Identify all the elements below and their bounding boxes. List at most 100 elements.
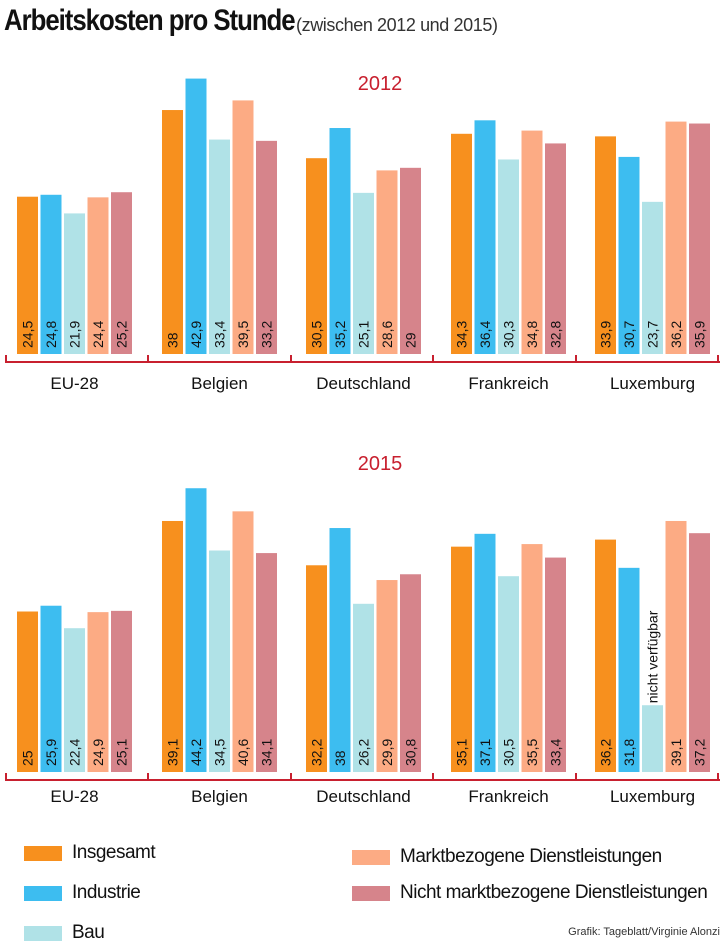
bar-2012-deutschland-marktbezogene-dienstleistungen <box>376 170 398 354</box>
bar-2012-belgien-marktbezogene-dienstleistungen <box>232 100 254 354</box>
bar-2012-eu-28-industrie <box>40 194 62 354</box>
data-label-2015-frankreich-insgesamt: 35,1 <box>454 739 470 766</box>
data-label-2015-luxemburg-industrie: 31,8 <box>621 739 637 766</box>
category-label-2012-eu-28: EU-28 <box>50 374 98 393</box>
bar-2015-frankreich-marktbezogene-dienstleistungen <box>521 544 543 772</box>
bar-2015-belgien-bau <box>209 550 230 772</box>
data-label-2012-belgien-industrie: 42,9 <box>188 321 204 348</box>
legend-label-nicht-marktbezogene: Nicht marktbezogene Dienstleistungen <box>400 882 708 903</box>
bar-2015-eu-28-marktbezogene-dienstleistungen <box>87 612 109 772</box>
bar-2015-eu-28-industrie <box>40 605 62 772</box>
data-label-2015-luxemburg-bau: nicht verfügbar <box>645 610 661 703</box>
legend-item-nicht-marktbezogene: Nicht marktbezogene Dienstleistungen <box>352 882 708 904</box>
category-label-2012-luxemburg: Luxemburg <box>610 374 695 393</box>
bar-2012-luxemburg-bau <box>642 201 663 354</box>
legend-item-bau: Bau <box>24 922 105 944</box>
bar-2015-deutschland-insgesamt <box>306 565 327 772</box>
legend-swatch-insgesamt <box>24 845 62 861</box>
bar-2015-deutschland-nicht-marktbezogene-dienstleistungen <box>400 574 421 772</box>
bar-2015-deutschland-bau <box>353 603 374 772</box>
data-label-2015-eu-28-nicht-marktbezogene-dienstleistungen: 25,1 <box>114 739 130 766</box>
bar-2012-luxemburg-insgesamt <box>595 136 616 354</box>
data-label-2012-eu-28-insgesamt: 24,5 <box>20 321 36 348</box>
data-label-2015-frankreich-nicht-marktbezogene-dienstleistungen: 33,4 <box>548 739 564 766</box>
legend-swatch-industrie <box>24 885 62 901</box>
bar-2015-luxemburg-insgesamt <box>595 539 616 772</box>
category-label-2015-eu-28: EU-28 <box>50 787 98 806</box>
data-label-2015-deutschland-nicht-marktbezogene-dienstleistungen: 30,8 <box>403 739 419 766</box>
data-label-2012-luxemburg-insgesamt: 33,9 <box>598 321 614 348</box>
data-label-2012-eu-28-bau: 21,9 <box>67 321 83 348</box>
data-label-2012-frankreich-nicht-marktbezogene-dienstleistungen: 32,8 <box>548 321 564 348</box>
data-label-2015-eu-28-marktbezogene-dienstleistungen: 24,9 <box>90 739 106 766</box>
legend-swatch-marktbezogene <box>352 849 390 865</box>
data-label-2015-eu-28-industrie: 25,9 <box>43 739 59 766</box>
data-label-2012-deutschland-insgesamt: 30,5 <box>309 321 325 348</box>
data-label-2012-frankreich-industrie: 36,4 <box>477 321 493 348</box>
legend-label-insgesamt: Insgesamt <box>72 842 156 863</box>
legend-item-marktbezogene: Marktbezogene Dienstleistungen <box>352 846 662 868</box>
legend-label-industrie: Industrie <box>72 882 141 903</box>
bar-2012-frankreich-marktbezogene-dienstleistungen <box>521 130 543 354</box>
data-label-2012-belgien-nicht-marktbezogene-dienstleistungen: 33,2 <box>259 321 275 348</box>
data-label-2012-deutschland-marktbezogene-dienstleistungen: 28,6 <box>379 321 395 348</box>
data-label-2012-deutschland-bau: 25,1 <box>356 321 372 348</box>
data-label-2012-frankreich-bau: 30,3 <box>501 321 517 348</box>
chart-subtitle: (zwischen 2012 und 2015) <box>296 15 498 35</box>
bar-2015-belgien-nicht-marktbezogene-dienstleistungen <box>256 553 277 772</box>
bar-2012-eu-28-bau <box>64 213 85 354</box>
legend-item-industrie: Industrie <box>24 882 141 904</box>
bar-2015-luxemburg-industrie <box>618 567 640 772</box>
data-label-2012-deutschland-nicht-marktbezogene-dienstleistungen: 29 <box>403 332 419 348</box>
year-title-2012: 2012 <box>358 73 403 95</box>
bar-2012-deutschland-nicht-marktbezogene-dienstleistungen <box>400 167 421 354</box>
bar-2015-belgien-industrie <box>185 488 207 772</box>
data-label-2015-eu-28-bau: 22,4 <box>67 739 83 766</box>
data-label-2012-eu-28-industrie: 24,8 <box>43 321 59 348</box>
bar-2012-frankreich-insgesamt <box>451 133 472 354</box>
data-label-2015-frankreich-bau: 30,5 <box>501 739 517 766</box>
bar-2012-frankreich-industrie <box>474 120 496 354</box>
chart-title-row: Arbeitskosten pro Stunde (zwischen 2012 … <box>4 4 498 38</box>
category-label-2015-luxemburg: Luxemburg <box>610 787 695 806</box>
data-label-2015-deutschland-insgesamt: 32,2 <box>309 739 325 766</box>
data-label-2015-belgien-insgesamt: 39,1 <box>165 739 181 766</box>
bar-2012-deutschland-bau <box>353 192 374 354</box>
category-label-2012-frankreich: Frankreich <box>468 374 548 393</box>
bar-2012-deutschland-industrie <box>329 128 351 354</box>
data-label-2015-deutschland-marktbezogene-dienstleistungen: 29,9 <box>379 739 395 766</box>
bar-2015-frankreich-insgesamt <box>451 546 472 772</box>
bar-2015-luxemburg-nicht-marktbezogene-dienstleistungen <box>689 533 710 772</box>
bar-2015-deutschland-marktbezogene-dienstleistungen <box>376 580 398 772</box>
bar-2012-eu-28-insgesamt <box>17 196 38 354</box>
legend-swatch-bau <box>24 925 62 941</box>
data-label-2012-luxemburg-industrie: 30,7 <box>621 321 637 348</box>
bar-2015-deutschland-industrie <box>329 528 351 772</box>
data-label-2015-deutschland-bau: 26,2 <box>356 739 372 766</box>
data-label-2015-belgien-industrie: 44,2 <box>188 739 204 766</box>
data-label-2012-deutschland-industrie: 35,2 <box>332 321 348 348</box>
bar-2015-eu-28-insgesamt <box>17 611 38 772</box>
bar-2015-luxemburg-bau <box>642 705 663 772</box>
bar-2012-luxemburg-marktbezogene-dienstleistungen <box>665 121 687 354</box>
data-label-2015-belgien-marktbezogene-dienstleistungen: 40,6 <box>235 739 251 766</box>
bar-2015-frankreich-nicht-marktbezogene-dienstleistungen <box>545 557 566 772</box>
chart-title: Arbeitskosten pro Stunde <box>4 4 296 37</box>
legend-label-marktbezogene: Marktbezogene Dienstleistungen <box>400 846 662 867</box>
data-label-2015-belgien-nicht-marktbezogene-dienstleistungen: 34,1 <box>259 739 275 766</box>
category-label-2015-deutschland: Deutschland <box>316 787 411 806</box>
category-label-2012-deutschland: Deutschland <box>316 374 411 393</box>
data-label-2012-luxemburg-marktbezogene-dienstleistungen: 36,2 <box>668 321 684 348</box>
data-label-2015-luxemburg-marktbezogene-dienstleistungen: 39,1 <box>668 739 684 766</box>
bar-2012-luxemburg-industrie <box>618 156 640 354</box>
bar-2012-frankreich-nicht-marktbezogene-dienstleistungen <box>545 143 566 354</box>
data-label-2012-belgien-insgesamt: 38 <box>165 332 181 348</box>
credit: Grafik: Tageblatt/Virginie Alonzi <box>568 926 720 938</box>
bar-2015-eu-28-nicht-marktbezogene-dienstleistungen <box>111 610 132 772</box>
data-label-2012-frankreich-insgesamt: 34,3 <box>454 321 470 348</box>
data-label-2015-luxemburg-insgesamt: 36,2 <box>598 739 614 766</box>
data-label-2012-eu-28-nicht-marktbezogene-dienstleistungen: 25,2 <box>114 321 130 348</box>
legend-swatch-nicht-marktbezogene <box>352 885 390 901</box>
bar-2012-eu-28-nicht-marktbezogene-dienstleistungen <box>111 192 132 354</box>
